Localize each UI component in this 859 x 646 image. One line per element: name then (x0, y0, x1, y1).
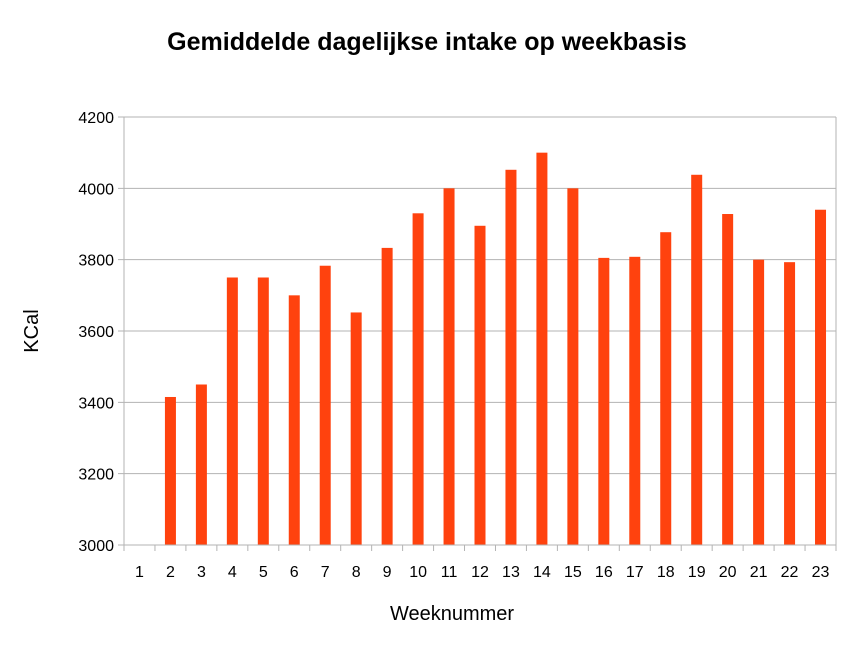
x-tick-label: 22 (781, 564, 799, 581)
x-tick-label: 15 (564, 564, 582, 581)
x-axis-label: Weeknummer (390, 603, 514, 625)
x-tick-label: 4 (228, 564, 237, 581)
x-tick-label: 14 (533, 564, 551, 581)
bar (350, 312, 362, 545)
axis-layer (118, 117, 837, 551)
bar (536, 152, 548, 545)
x-tick-label: 19 (688, 564, 706, 581)
y-tick-label: 3800 (78, 253, 114, 270)
bar (691, 174, 703, 545)
y-tick-label: 3400 (78, 395, 114, 412)
x-tick-label: 1 (135, 564, 144, 581)
x-tick-labels: 1 2 3 4 5 6 7 8 9 10 11 12 13 14 15 16 17 18 19 20 21 22 23 (135, 564, 829, 581)
bar (288, 295, 300, 545)
x-tick-label: 2 (166, 564, 175, 581)
bar (753, 259, 765, 545)
bar (722, 214, 734, 545)
x-tick-label: 13 (502, 564, 520, 581)
bar (319, 265, 331, 545)
x-tick-label: 12 (471, 564, 489, 581)
bar (629, 256, 641, 545)
bar (567, 188, 579, 546)
x-tick-label: 10 (409, 564, 427, 581)
x-tick-label: 18 (657, 564, 675, 581)
x-tick-label: 11 (441, 564, 458, 581)
bar (226, 277, 238, 545)
bar (443, 188, 455, 546)
x-tick-label: 23 (812, 564, 830, 581)
bar (815, 209, 827, 545)
x-tick-label: 3 (197, 564, 206, 581)
y-axis-label: KCal (21, 309, 43, 352)
bar (505, 169, 517, 545)
bar (660, 232, 672, 545)
y-tick-label: 4200 (78, 110, 114, 127)
x-tick-label: 9 (383, 564, 392, 581)
y-tick-label: 3200 (78, 467, 114, 484)
bar (784, 262, 796, 545)
chart-title: Gemiddelde dagelijkse intake op weekbasi… (167, 28, 687, 56)
x-tick-label: 16 (595, 564, 613, 581)
x-tick-label: 21 (750, 564, 768, 581)
x-tick-label: 5 (259, 564, 268, 581)
y-tick-label: 3000 (78, 538, 114, 555)
bar (257, 277, 269, 545)
bar (195, 384, 207, 545)
x-tick-label: 6 (290, 564, 299, 581)
y-tick-labels: 3000 3200 3400 3600 3800 4000 4200 (78, 110, 114, 555)
bar (412, 213, 424, 546)
x-tick-label: 8 (352, 564, 361, 581)
x-tick-label: 20 (719, 564, 737, 581)
y-tick-label: 3600 (78, 324, 114, 341)
bar (598, 257, 610, 545)
bar (164, 396, 176, 545)
x-tick-label: 17 (626, 564, 644, 581)
y-tick-label: 4000 (78, 181, 114, 198)
x-tick-label: 7 (321, 564, 330, 581)
bar (381, 247, 393, 545)
bar (474, 225, 486, 546)
bars-layer (164, 152, 827, 546)
